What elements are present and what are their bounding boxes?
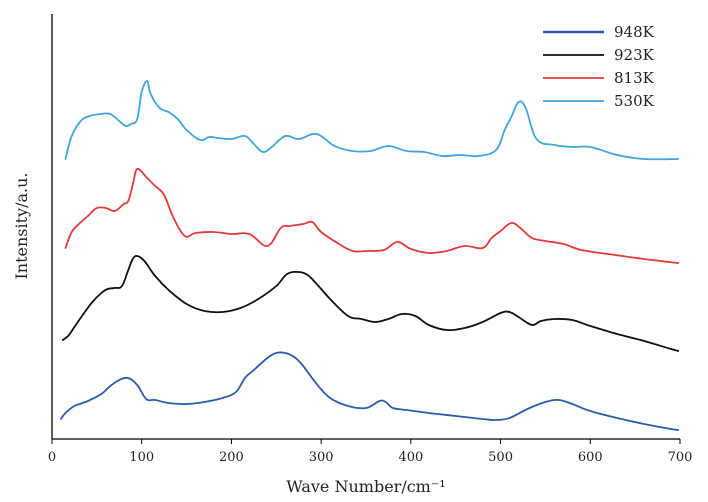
- series-line-813K: [64, 167, 680, 264]
- series-line-923K: [61, 255, 680, 352]
- x-tick-label-700: 700: [668, 450, 693, 465]
- series-layer: [60, 80, 680, 431]
- x-tick-label-0: 0: [48, 450, 56, 465]
- legend-label-530K: 530K: [614, 92, 655, 110]
- series-line-530K: [64, 80, 680, 161]
- x-ticks: 0 100 200 300 400 500 600 700: [48, 439, 693, 465]
- legend-label-923K: 923K: [614, 46, 655, 64]
- x-tick-label-500: 500: [488, 450, 513, 465]
- legend: 948K 923K 813K 530K: [543, 23, 655, 110]
- x-tick-label-300: 300: [309, 450, 334, 465]
- legend-label-813K: 813K: [614, 69, 655, 87]
- x-tick-label-100: 100: [129, 450, 154, 465]
- x-tick-label-200: 200: [219, 450, 244, 465]
- axes-layer: [51, 14, 680, 440]
- legend-label-948K: 948K: [614, 23, 655, 41]
- y-axis-title: Intensity/a.u.: [12, 172, 31, 279]
- x-axis-title: Wave Number/cm⁻¹: [286, 477, 445, 496]
- x-tick-label-400: 400: [398, 450, 423, 465]
- x-tick-label-600: 600: [578, 450, 603, 465]
- series-line-948K: [60, 351, 680, 431]
